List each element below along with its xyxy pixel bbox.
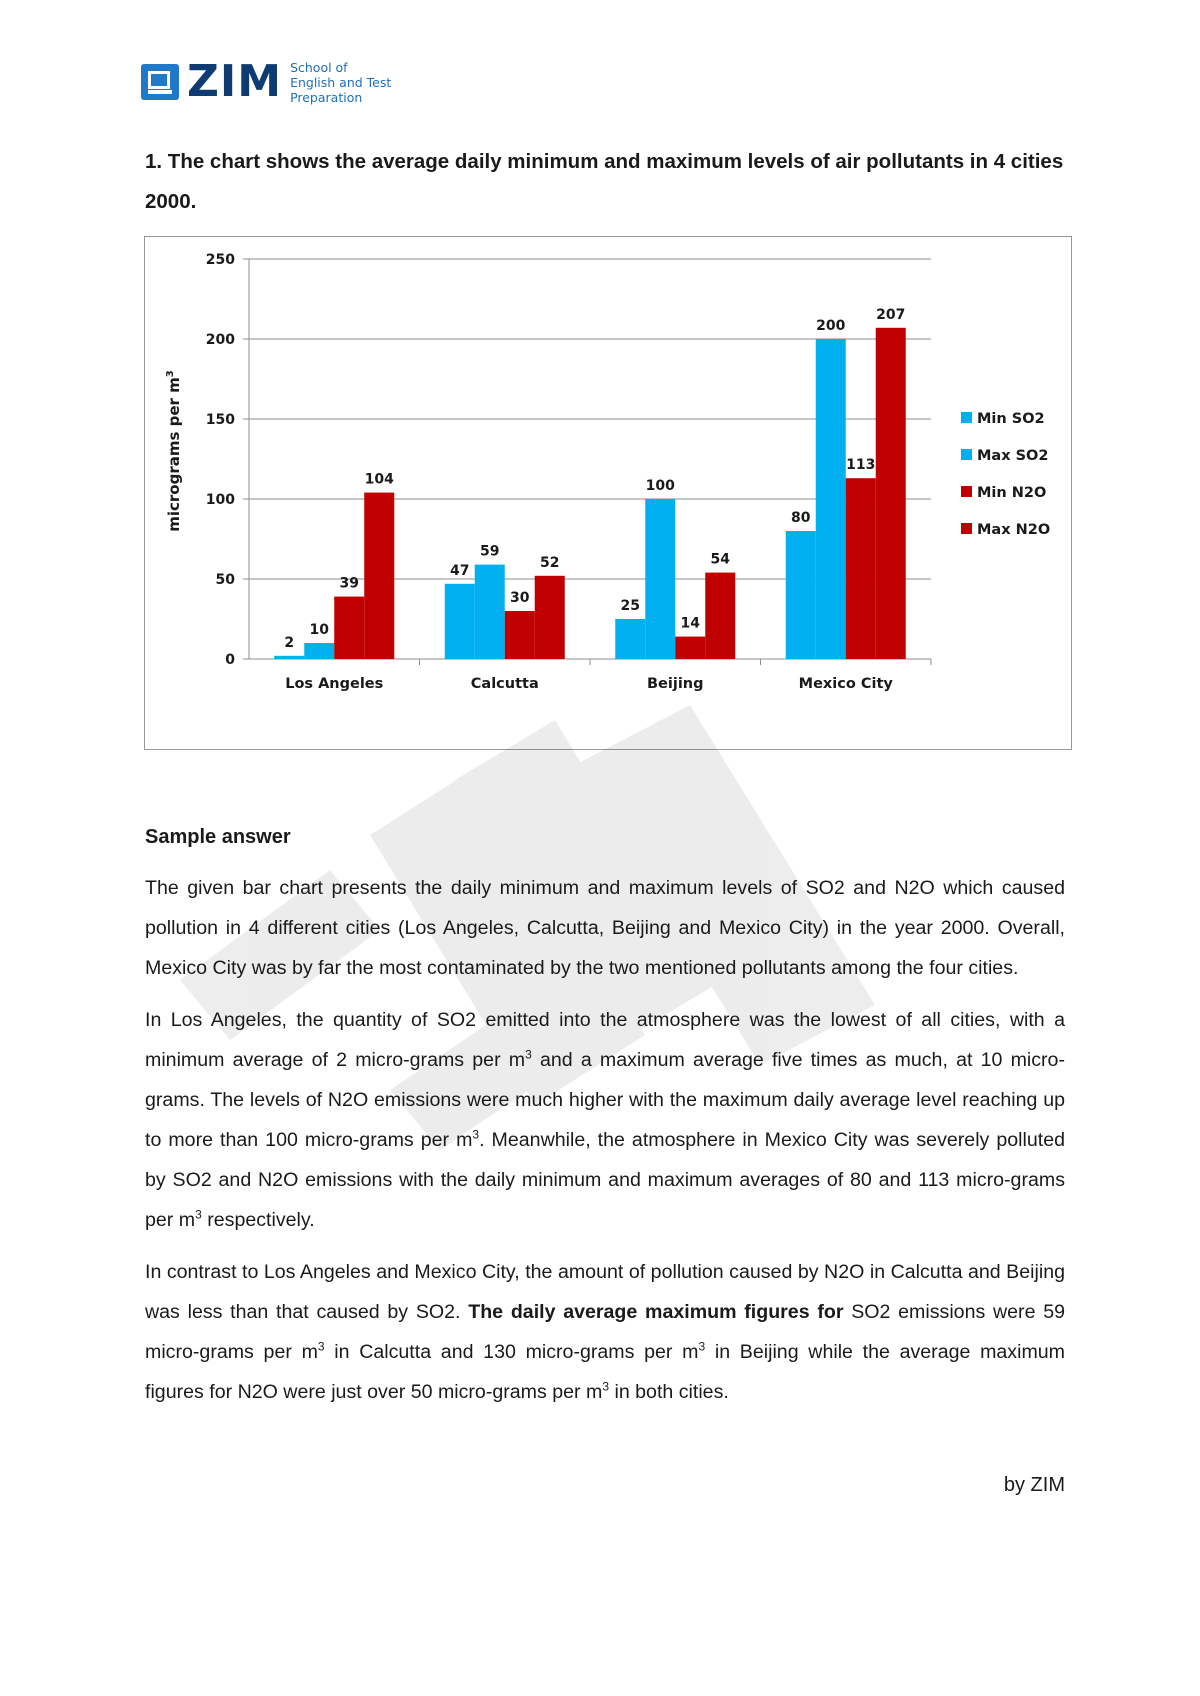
- category-label: Mexico City: [799, 676, 894, 692]
- bar: [474, 564, 505, 659]
- data-label: 54: [711, 552, 731, 568]
- data-label: 59: [480, 544, 499, 560]
- question-text: 1. The chart shows the average daily min…: [145, 150, 1064, 213]
- category-label: Los Angeles: [285, 676, 383, 692]
- data-label: 47: [450, 563, 469, 579]
- data-label: 14: [681, 616, 701, 632]
- legend-swatch: [961, 449, 972, 460]
- data-label: 52: [540, 555, 559, 571]
- bar: [334, 596, 365, 659]
- bar: [304, 643, 335, 659]
- category-label: Beijing: [647, 676, 704, 692]
- bar: [785, 531, 816, 659]
- data-label: 104: [365, 472, 394, 488]
- bar: [274, 655, 305, 659]
- paragraph-2: In Los Angeles, the quantity of SO2 emit…: [145, 1009, 1065, 1231]
- data-label: 113: [846, 457, 875, 473]
- data-label: 25: [621, 598, 640, 614]
- logo-wordmark: ZIM: [187, 56, 283, 107]
- legend-label: Max N2O: [977, 522, 1050, 538]
- byline: by ZIM: [1003, 1474, 1065, 1496]
- data-label: 30: [510, 590, 530, 606]
- data-label: 2: [284, 635, 294, 651]
- legend-label: Min SO2: [977, 411, 1045, 427]
- data-label: 10: [310, 622, 330, 638]
- bar: [534, 575, 565, 659]
- data-label: 100: [646, 478, 675, 494]
- y-axis-label: micrograms per m3: [165, 370, 183, 532]
- paragraph-1: The given bar chart presents the daily m…: [145, 877, 1065, 979]
- bar: [845, 478, 876, 659]
- bar: [875, 327, 906, 659]
- y-tick-label: 50: [216, 572, 236, 588]
- legend-label: Min N2O: [977, 485, 1046, 501]
- category-label: Calcutta: [471, 676, 539, 692]
- bar: [615, 619, 646, 659]
- bar: [815, 339, 846, 659]
- bar: [645, 499, 676, 659]
- paragraph-3: In contrast to Los Angeles and Mexico Ci…: [145, 1261, 1066, 1403]
- y-tick-label: 200: [206, 332, 235, 348]
- y-tick-label: 250: [206, 252, 235, 268]
- bar: [675, 636, 706, 659]
- bar: [504, 611, 535, 659]
- data-label: 80: [791, 510, 811, 526]
- legend-swatch: [961, 412, 972, 423]
- bar: [705, 572, 736, 659]
- data-label: 207: [876, 307, 905, 323]
- data-label: 200: [816, 318, 845, 334]
- zim-logo: ZIM School of English and Test Preparati…: [141, 56, 392, 107]
- sample-answer-body: The given bar chart presents the daily m…: [145, 868, 1065, 1424]
- legend-swatch: [961, 486, 972, 497]
- y-tick-label: 100: [206, 492, 235, 508]
- bar-chart: 0 50 100 150 200 250 micrograms per m3 2 10 39 104…: [144, 236, 1072, 750]
- zim-logo-icon: [141, 64, 179, 100]
- sample-answer-heading: Sample answer: [145, 826, 291, 848]
- bar: [364, 492, 395, 659]
- legend-swatch: [961, 523, 972, 534]
- bar: [444, 583, 475, 659]
- data-label: 39: [340, 576, 359, 592]
- y-tick-label: 0: [225, 652, 235, 668]
- legend-label: Max SO2: [977, 448, 1048, 464]
- bar-chart-svg: 0 50 100 150 200 250 micrograms per m3 2 10 39 104…: [165, 252, 1050, 692]
- y-tick-label: 150: [206, 412, 235, 428]
- logo-tagline: School of English and Test Preparation: [290, 59, 392, 105]
